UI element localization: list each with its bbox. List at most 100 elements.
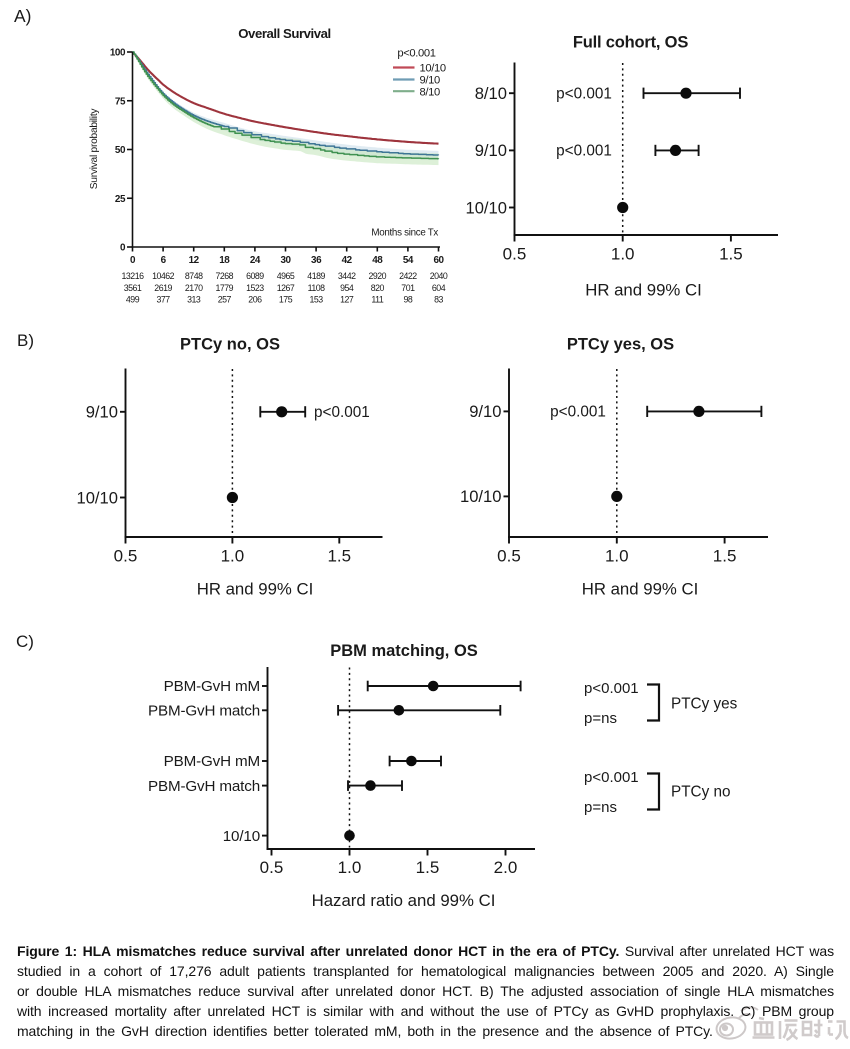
svg-text:PBM matching, OS: PBM matching, OS (330, 642, 478, 660)
svg-text:10/10: 10/10 (223, 828, 260, 845)
svg-text:313: 313 (187, 294, 201, 304)
svg-text:p=ns: p=ns (584, 799, 617, 816)
svg-text:4189: 4189 (307, 271, 325, 281)
svg-text:499: 499 (126, 294, 140, 304)
svg-text:206: 206 (248, 294, 262, 304)
svg-text:1.0: 1.0 (338, 858, 362, 877)
svg-text:1.5: 1.5 (719, 245, 743, 264)
svg-text:1779: 1779 (216, 283, 234, 293)
svg-text:42: 42 (342, 255, 353, 266)
svg-text:A): A) (14, 6, 31, 26)
svg-text:PTCy no: PTCy no (671, 784, 731, 801)
svg-text:1523: 1523 (246, 283, 264, 293)
svg-text:3561: 3561 (124, 283, 142, 293)
svg-text:PBM-GvH mM: PBM-GvH mM (164, 678, 260, 695)
svg-text:153: 153 (310, 294, 324, 304)
svg-text:2170: 2170 (185, 283, 203, 293)
svg-text:701: 701 (401, 283, 415, 293)
svg-text:p<0.001: p<0.001 (397, 48, 435, 60)
svg-text:175: 175 (279, 294, 293, 304)
svg-text:Hazard ratio and 99% CI: Hazard ratio and 99% CI (312, 891, 496, 910)
svg-text:0.5: 0.5 (114, 547, 138, 566)
svg-text:6: 6 (161, 255, 167, 266)
svg-text:HR and 99% CI: HR and 99% CI (585, 281, 702, 300)
svg-text:954: 954 (340, 283, 354, 293)
svg-text:54: 54 (403, 255, 414, 266)
svg-text:30: 30 (280, 255, 291, 266)
svg-text:3442: 3442 (338, 271, 356, 281)
svg-text:1.5: 1.5 (327, 547, 351, 566)
svg-text:10/10: 10/10 (76, 488, 118, 507)
svg-text:2422: 2422 (399, 271, 417, 281)
svg-text:p<0.001: p<0.001 (314, 404, 370, 421)
svg-text:PTCy yes: PTCy yes (671, 696, 738, 713)
svg-text:60: 60 (433, 255, 444, 266)
svg-text:6089: 6089 (246, 271, 264, 281)
svg-text:48: 48 (372, 255, 383, 266)
svg-text:p<0.001: p<0.001 (584, 769, 639, 786)
svg-text:p<0.001: p<0.001 (550, 404, 606, 421)
svg-text:7268: 7268 (216, 271, 234, 281)
svg-text:10/10: 10/10 (460, 487, 502, 506)
svg-text:HR and 99% CI: HR and 99% CI (582, 580, 699, 599)
svg-text:p=ns: p=ns (584, 710, 617, 727)
svg-text:604: 604 (432, 283, 446, 293)
svg-text:111: 111 (371, 294, 383, 304)
svg-text:1.0: 1.0 (221, 547, 245, 566)
svg-text:25: 25 (115, 194, 126, 205)
svg-text:0.5: 0.5 (497, 547, 521, 566)
svg-text:2920: 2920 (369, 271, 387, 281)
svg-text:127: 127 (340, 294, 354, 304)
svg-text:1.5: 1.5 (416, 858, 440, 877)
svg-text:p<0.001: p<0.001 (556, 86, 612, 103)
svg-text:75: 75 (115, 96, 126, 107)
svg-text:p<0.001: p<0.001 (584, 680, 639, 697)
svg-text:1267: 1267 (277, 283, 295, 293)
svg-text:0: 0 (130, 255, 136, 266)
svg-text:9/10: 9/10 (469, 402, 501, 421)
svg-text:9/10: 9/10 (420, 75, 441, 87)
svg-text:18: 18 (219, 255, 230, 266)
svg-text:4965: 4965 (277, 271, 295, 281)
svg-text:377: 377 (157, 294, 171, 304)
svg-text:HR and 99% CI: HR and 99% CI (197, 580, 314, 599)
svg-text:Overall Survival: Overall Survival (238, 26, 331, 41)
svg-text:8/10: 8/10 (420, 86, 441, 98)
svg-text:PTCy no, OS: PTCy no, OS (180, 336, 280, 354)
svg-text:Months since Tx: Months since Tx (371, 228, 438, 239)
svg-text:10462: 10462 (152, 271, 175, 281)
svg-text:1108: 1108 (308, 283, 326, 293)
svg-text:1.5: 1.5 (713, 547, 737, 566)
svg-text:10/10: 10/10 (420, 63, 446, 75)
svg-text:0: 0 (120, 243, 126, 254)
svg-text:820: 820 (371, 283, 385, 293)
svg-text:10/10: 10/10 (465, 198, 507, 217)
svg-text:2040: 2040 (430, 271, 448, 281)
svg-text:PBM-GvH match: PBM-GvH match (148, 703, 260, 720)
svg-text:1.0: 1.0 (611, 245, 635, 264)
svg-text:PTCy yes, OS: PTCy yes, OS (567, 336, 674, 354)
svg-text:8748: 8748 (185, 271, 203, 281)
svg-text:2.0: 2.0 (494, 858, 518, 877)
svg-text:0.5: 0.5 (260, 858, 284, 877)
svg-text:50: 50 (115, 145, 126, 156)
svg-text:Survival probability: Survival probability (89, 108, 100, 190)
svg-text:257: 257 (218, 294, 232, 304)
svg-text:100: 100 (110, 48, 126, 59)
svg-text:9/10: 9/10 (86, 403, 118, 422)
svg-text:C): C) (16, 632, 34, 651)
svg-text:13216: 13216 (122, 271, 145, 281)
svg-text:24: 24 (250, 255, 261, 266)
svg-text:12: 12 (189, 255, 200, 266)
svg-text:1.0: 1.0 (605, 547, 629, 566)
svg-text:36: 36 (311, 255, 322, 266)
svg-text:0.5: 0.5 (503, 245, 527, 264)
svg-text:83: 83 (434, 294, 443, 304)
svg-text:Full cohort, OS: Full cohort, OS (573, 33, 688, 51)
svg-text:PBM-GvH match: PBM-GvH match (148, 778, 260, 795)
svg-text:9/10: 9/10 (475, 141, 507, 160)
svg-text:2619: 2619 (154, 283, 172, 293)
svg-text:B): B) (17, 331, 34, 350)
svg-text:8/10: 8/10 (475, 84, 507, 103)
svg-text:PBM-GvH mM: PBM-GvH mM (164, 753, 260, 770)
